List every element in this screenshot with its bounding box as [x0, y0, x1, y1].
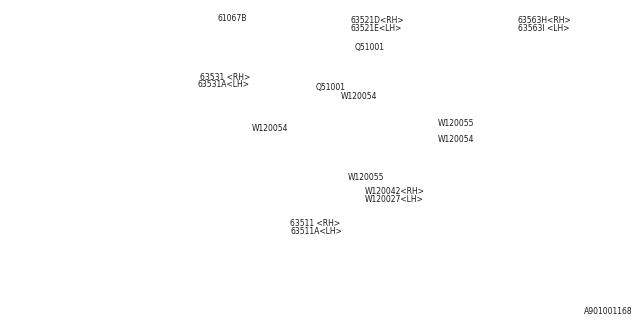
Text: W120055: W120055 — [348, 173, 384, 182]
Text: W120054: W120054 — [252, 124, 288, 133]
Text: 61067B: 61067B — [218, 14, 246, 23]
Text: A901001168: A901001168 — [584, 307, 632, 316]
Text: Q51001: Q51001 — [355, 43, 385, 52]
Text: 63563I <LH>: 63563I <LH> — [518, 24, 569, 33]
Text: 63511 <RH>: 63511 <RH> — [290, 219, 340, 228]
Text: W120042<RH>: W120042<RH> — [365, 187, 424, 196]
Text: 63531 <RH>: 63531 <RH> — [200, 73, 250, 82]
Text: 63521E<LH>: 63521E<LH> — [351, 24, 402, 33]
Text: 63563H<RH>: 63563H<RH> — [518, 16, 572, 25]
Text: W120054: W120054 — [438, 135, 474, 144]
Text: 63521D<RH>: 63521D<RH> — [351, 16, 404, 25]
Text: 63531A<LH>: 63531A<LH> — [198, 80, 250, 89]
Text: 63511A<LH>: 63511A<LH> — [290, 227, 342, 236]
Text: W120027<LH>: W120027<LH> — [365, 195, 424, 204]
Text: W120055: W120055 — [438, 119, 474, 128]
Text: W120054: W120054 — [341, 92, 378, 101]
Text: Q51001: Q51001 — [316, 83, 346, 92]
